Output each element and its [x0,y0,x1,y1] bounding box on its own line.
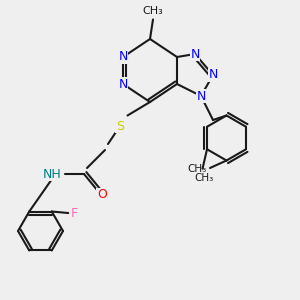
Text: CH₃: CH₃ [188,164,207,175]
Text: CH₃: CH₃ [142,7,164,16]
Text: N: N [208,68,218,82]
Text: N: N [196,89,206,103]
Text: NH: NH [43,167,62,181]
Text: S: S [116,119,124,133]
Text: N: N [190,47,200,61]
Text: F: F [71,206,78,220]
Text: N: N [118,77,128,91]
Text: O: O [97,188,107,202]
Text: CH₃: CH₃ [194,173,214,183]
Text: N: N [118,50,128,64]
